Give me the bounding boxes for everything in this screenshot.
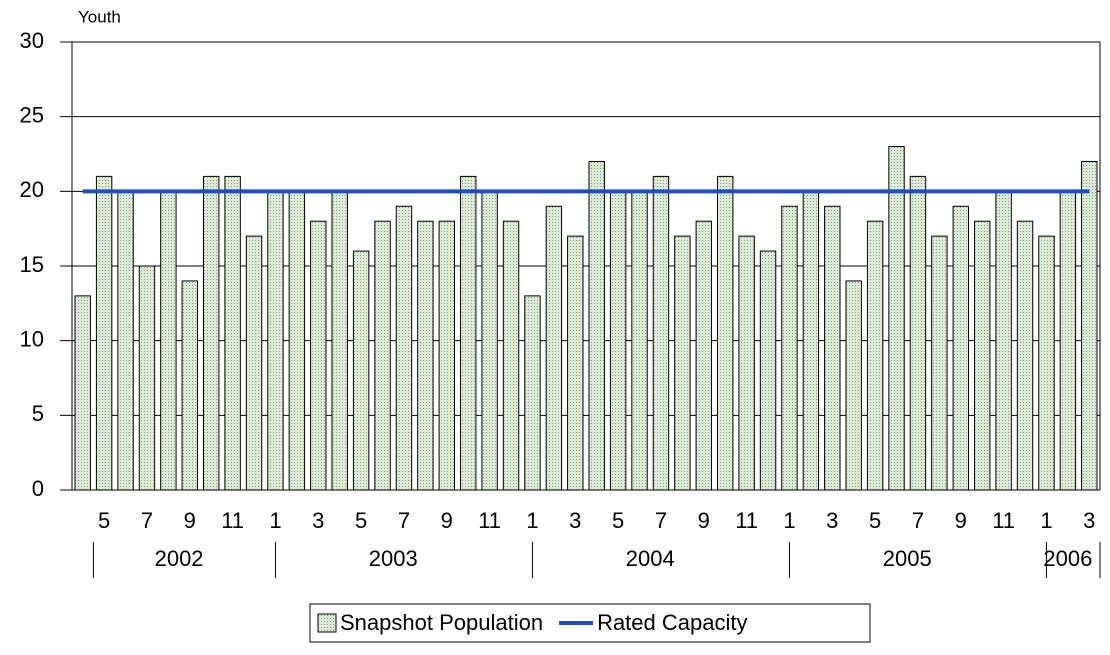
y-axis-label: Youth <box>78 7 121 26</box>
x-tick-label: 3 <box>1083 508 1095 533</box>
legend-label: Snapshot Population <box>340 610 543 635</box>
bar <box>716 175 734 491</box>
y-tick-label: 15 <box>20 252 44 277</box>
bar <box>95 175 113 491</box>
bar <box>352 250 370 491</box>
bar <box>866 220 884 491</box>
year-label: 2006 <box>1043 546 1092 571</box>
bar <box>74 295 91 491</box>
x-tick-label: 1 <box>1040 508 1052 533</box>
x-tick-label: 5 <box>98 508 110 533</box>
x-tick-label: 7 <box>141 508 153 533</box>
bar <box>288 190 306 491</box>
bar <box>888 146 905 491</box>
bar <box>481 190 498 491</box>
x-tick-label: 1 <box>269 508 281 533</box>
bar <box>802 190 820 491</box>
bar <box>524 295 541 491</box>
bar <box>695 220 713 491</box>
bar <box>245 235 263 491</box>
x-tick-label: 9 <box>441 508 453 533</box>
bar <box>224 175 241 491</box>
bar <box>609 190 627 491</box>
y-tick-label: 30 <box>20 28 44 53</box>
x-tick-label: 5 <box>355 508 367 533</box>
x-tick-label: 3 <box>312 508 324 533</box>
bar <box>973 220 991 491</box>
x-tick-label: 9 <box>698 508 710 533</box>
legend-swatch <box>317 613 337 633</box>
bar <box>1016 220 1034 491</box>
bar <box>952 205 970 491</box>
year-label: 2003 <box>369 546 418 571</box>
x-tick-label: 9 <box>184 508 196 533</box>
y-tick-label: 20 <box>20 177 44 202</box>
legend-label: Rated Capacity <box>597 610 747 635</box>
bar <box>545 205 563 491</box>
x-tick-label: 11 <box>992 508 1015 533</box>
bar <box>202 175 220 491</box>
bar <box>781 205 798 491</box>
y-tick-label: 5 <box>32 401 44 426</box>
bar <box>652 175 670 491</box>
y-tick-label: 25 <box>20 102 44 127</box>
year-label: 2005 <box>883 546 932 571</box>
bar <box>395 205 413 491</box>
bar <box>417 220 434 491</box>
y-tick-label: 10 <box>20 326 44 351</box>
x-tick-label: 1 <box>526 508 538 533</box>
bar <box>117 190 134 491</box>
year-label: 2002 <box>155 546 204 571</box>
x-tick-label: 5 <box>869 508 881 533</box>
bar <box>1059 190 1077 491</box>
bar <box>267 190 284 491</box>
bar <box>502 220 520 491</box>
x-tick-label: 5 <box>612 508 624 533</box>
bar <box>374 220 391 491</box>
x-tick-label: 11 <box>478 508 501 533</box>
bar <box>160 190 177 491</box>
bar <box>438 220 456 491</box>
x-tick-label: 9 <box>955 508 967 533</box>
legend: Snapshot Population Rated Capacity <box>309 603 871 643</box>
x-tick-label: 3 <box>826 508 838 533</box>
x-tick-label: 1 <box>783 508 795 533</box>
bar <box>459 175 477 491</box>
bar <box>759 250 777 491</box>
bar <box>845 280 862 491</box>
x-tick-label: 11 <box>221 508 244 533</box>
bar <box>310 220 327 491</box>
bar <box>181 280 199 491</box>
bar <box>674 235 691 491</box>
bar <box>824 205 841 491</box>
bar <box>1038 235 1055 491</box>
bar <box>909 175 927 491</box>
y-tick-label: 0 <box>32 476 44 501</box>
x-tick-label: 3 <box>569 508 581 533</box>
bar <box>995 190 1012 491</box>
x-tick-label: 7 <box>912 508 924 533</box>
bar <box>738 235 755 491</box>
x-tick-label: 7 <box>398 508 410 533</box>
year-label: 2004 <box>626 546 675 571</box>
x-tick-label: 7 <box>655 508 667 533</box>
x-tick-label: 11 <box>735 508 758 533</box>
bar <box>588 160 605 491</box>
bar <box>331 190 348 491</box>
bar <box>631 190 648 491</box>
bar <box>567 235 584 491</box>
bar <box>931 235 948 491</box>
bar <box>1081 160 1098 491</box>
bar <box>138 265 156 491</box>
